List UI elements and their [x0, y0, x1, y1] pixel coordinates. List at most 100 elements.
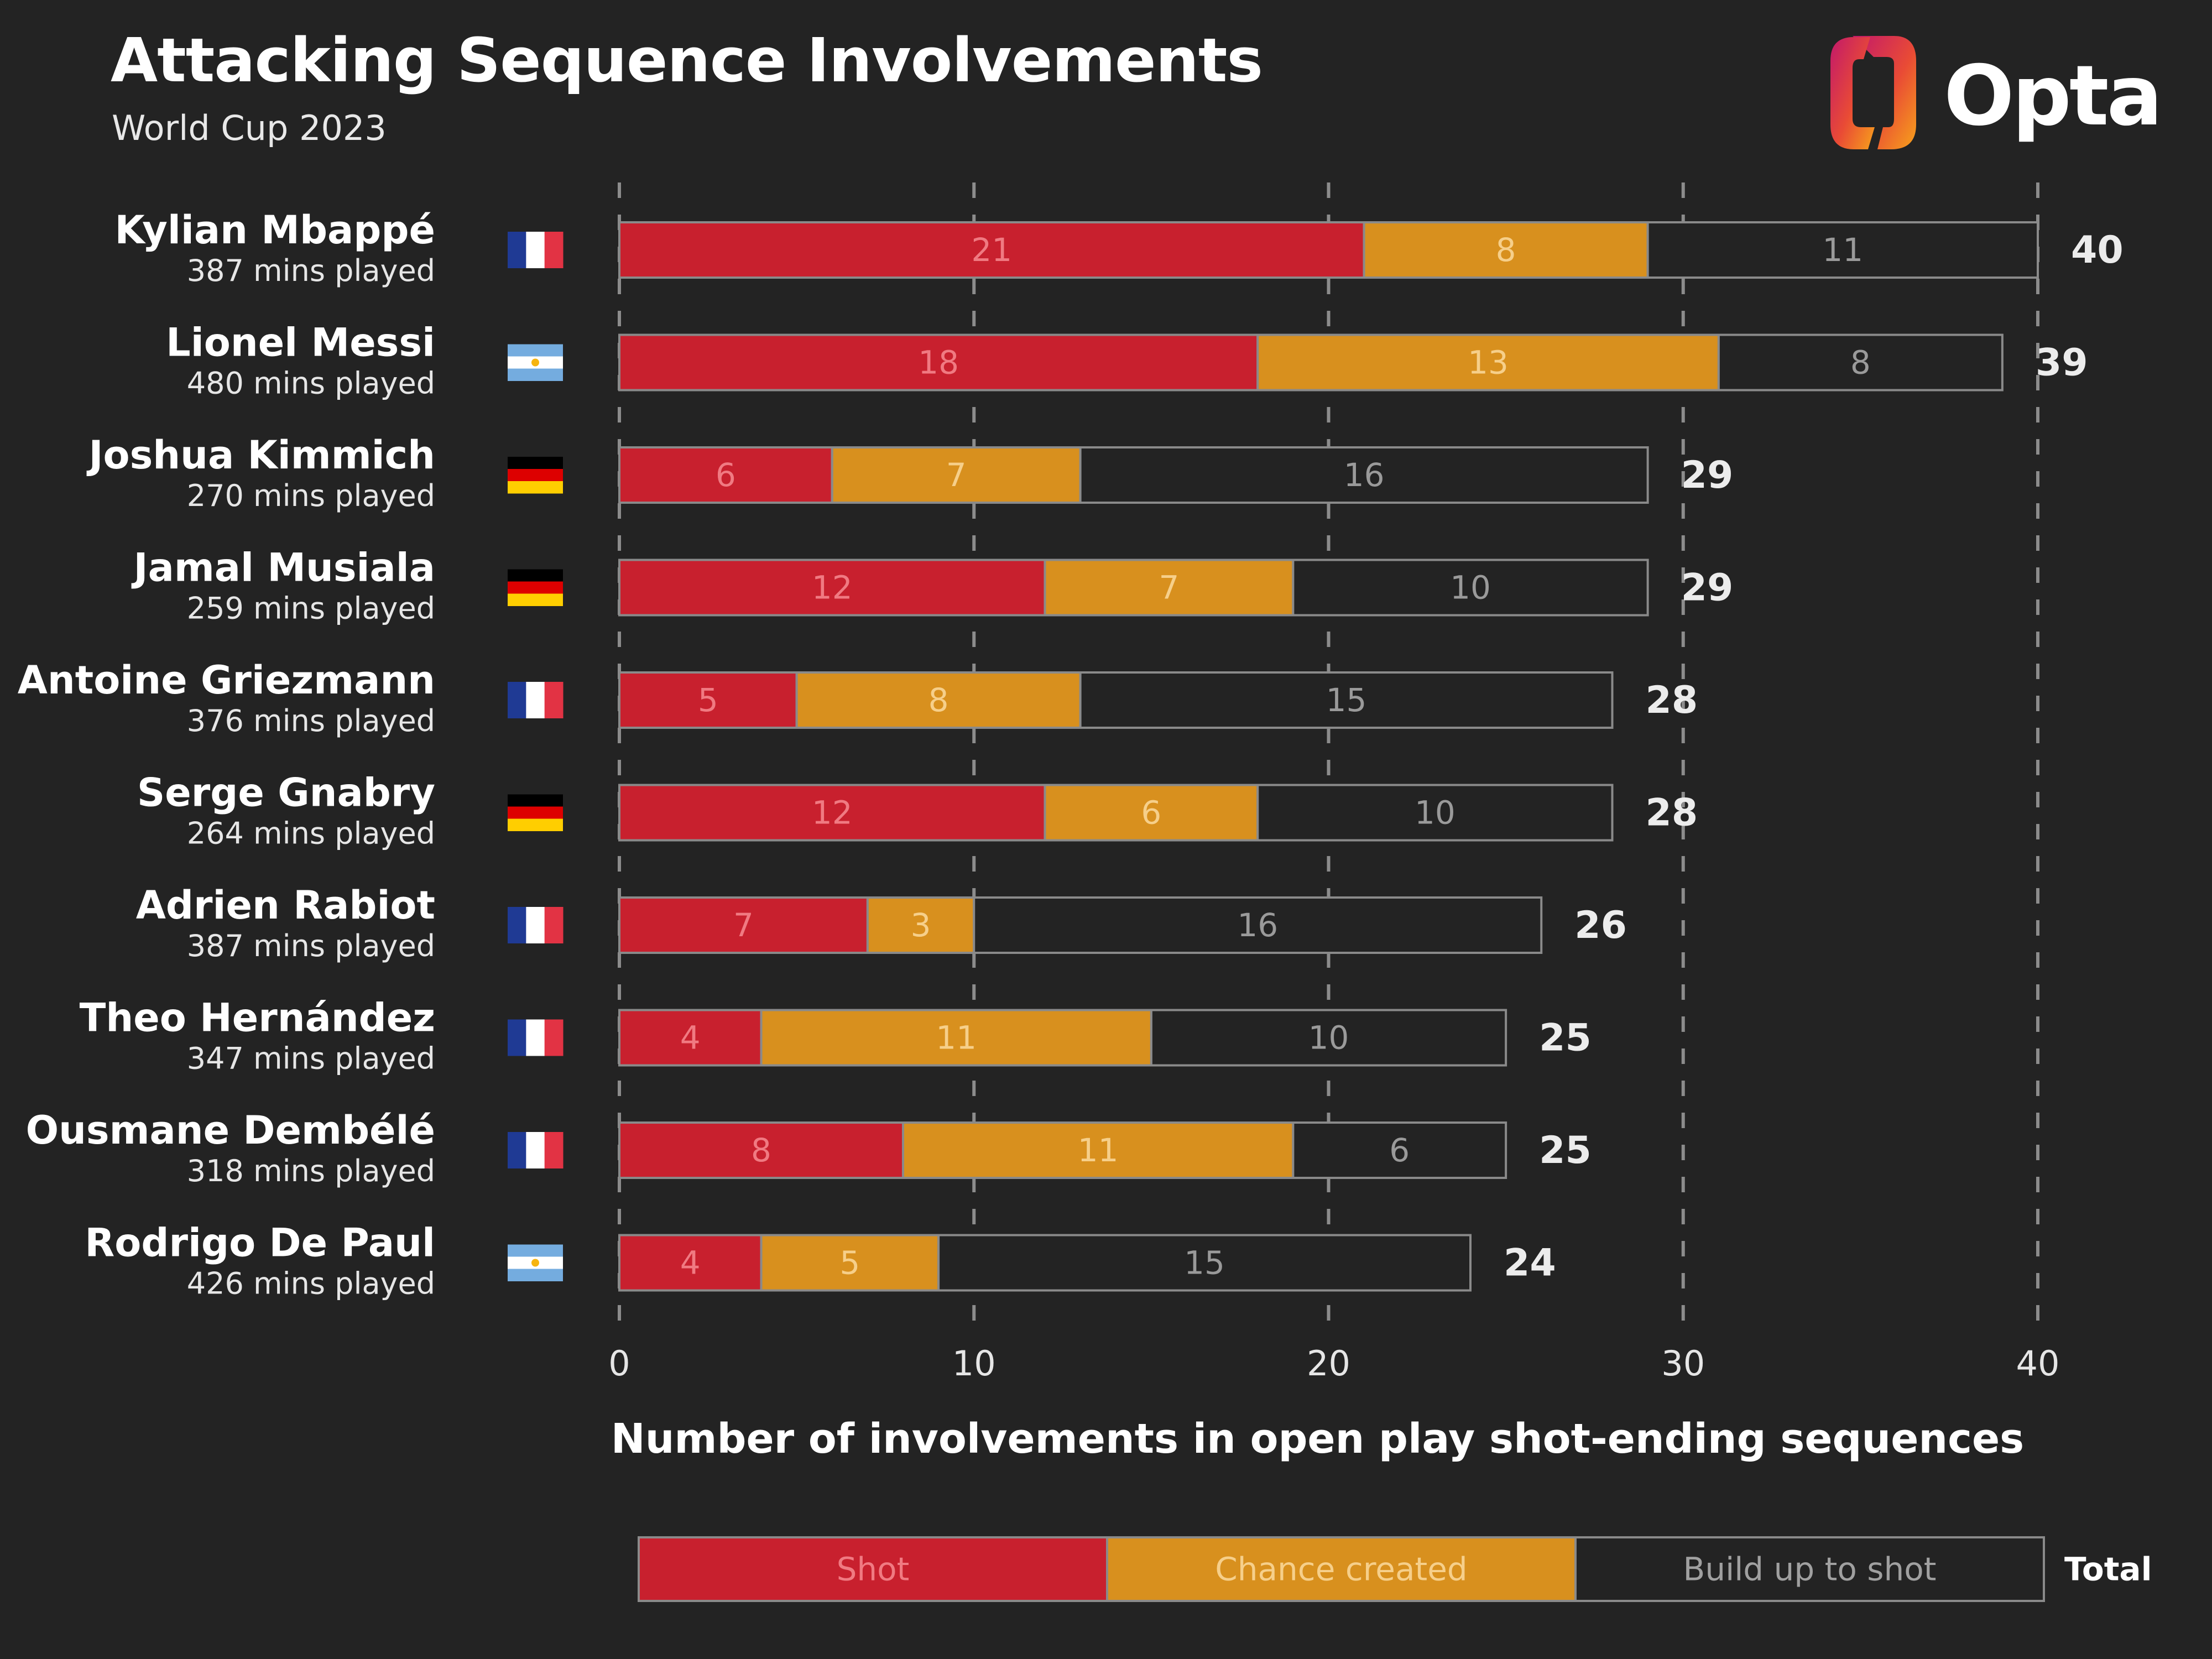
bar-value-label: 18: [918, 344, 959, 382]
bar-value-label: 10: [1450, 569, 1491, 607]
flag-stripe: [508, 806, 563, 819]
flag-stripe: [508, 794, 563, 807]
flag-stripe: [526, 232, 545, 268]
bar-segment-shot: [618, 446, 833, 504]
flag-stripe: [508, 682, 526, 718]
flag-stripe: [544, 1132, 564, 1168]
player-name: Joshua Kimmich: [86, 432, 435, 478]
bar-value-label: 4: [680, 1019, 701, 1057]
player-name: Jamal Musiala: [132, 545, 435, 591]
legend-total-label: Total: [2064, 1551, 2152, 1588]
total-label: 26: [1574, 904, 1627, 947]
chart-subtitle: World Cup 2023: [112, 108, 387, 148]
bar-value-label: 13: [1468, 344, 1509, 382]
total-label: 28: [1646, 679, 1698, 722]
bar-value-label: 7: [1159, 569, 1179, 607]
legend-swatch-shot: [638, 1536, 1108, 1602]
legend-label: Shot: [837, 1551, 910, 1588]
total-label: 28: [1646, 791, 1698, 835]
bar-value-label: 12: [812, 794, 853, 832]
bar-segment-chance: [760, 1234, 940, 1292]
flag-stripe: [508, 1019, 526, 1056]
flag-stripe: [508, 907, 526, 943]
player-minutes: 376 mins played: [187, 703, 435, 738]
bar-value-label: 15: [1184, 1244, 1225, 1282]
bar-segment-buildup: [1292, 1121, 1507, 1179]
player-name: Antoine Griezmann: [18, 658, 435, 703]
flag-stripe: [508, 368, 563, 381]
player-minutes: 387 mins played: [187, 253, 435, 288]
player-minutes: 426 mins played: [187, 1266, 435, 1301]
total-label: 29: [1681, 453, 1734, 497]
flag-stripe: [508, 581, 563, 594]
total-label: 25: [1539, 1129, 1592, 1172]
flag-sun: [531, 358, 539, 367]
bar-value-label: 12: [812, 569, 853, 607]
flag-stripe: [508, 232, 526, 268]
player-name: Theo Hernández: [80, 995, 435, 1041]
flag-stripe: [508, 469, 563, 482]
bar-segment-buildup: [1256, 784, 1614, 842]
chart-title: Attacking Sequence Involvements: [111, 25, 1263, 96]
bar-value-label: 8: [751, 1131, 771, 1169]
bar-segment-buildup: [1150, 1009, 1507, 1067]
flag-stripe: [508, 818, 563, 831]
bar-segment-buildup: [1292, 559, 1649, 617]
bar-value-label: 4: [680, 1244, 701, 1282]
player-minutes: 270 mins played: [187, 478, 435, 513]
bar-segment-shot: [618, 221, 1365, 279]
bar-value-label: 10: [1308, 1019, 1349, 1057]
player-minutes: 347 mins played: [187, 1041, 435, 1076]
bar-value-label: 7: [733, 906, 754, 944]
x-tick-label: 20: [1307, 1343, 1350, 1384]
bar-value-label: 6: [716, 456, 736, 494]
bar-segment-chance: [902, 1121, 1295, 1179]
bar-value-label: 3: [911, 906, 931, 944]
flag-sun: [531, 1259, 539, 1267]
legend-label: Chance created: [1215, 1551, 1468, 1588]
flag-stripe: [508, 1269, 563, 1281]
total-label: 24: [1504, 1241, 1556, 1285]
flag-stripe: [508, 1244, 563, 1257]
flag-stripe: [508, 481, 563, 494]
bar-segment-chance: [1044, 784, 1259, 842]
flag-stripe: [508, 593, 563, 606]
player-minutes: 318 mins played: [187, 1154, 435, 1188]
bar-segment-chance: [795, 671, 1082, 729]
bar-segment-shot: [618, 1009, 763, 1067]
bar-value-label: 5: [839, 1244, 860, 1282]
bar-segment-chance: [831, 446, 1082, 504]
legend-swatch-chance: [1106, 1536, 1577, 1602]
player-name: Adrien Rabiot: [136, 883, 435, 928]
player-name: Lionel Messi: [166, 320, 435, 366]
bar-value-label: 10: [1415, 794, 1455, 832]
flag-stripe: [544, 232, 564, 268]
bar-segment-shot: [618, 671, 798, 729]
flag-stripe: [526, 682, 545, 718]
opta-logo-icon: [1830, 36, 1916, 149]
player-minutes: 259 mins played: [187, 591, 435, 626]
bar-segment-shot: [618, 1121, 904, 1179]
opta-logo-text: Opta: [1944, 48, 2163, 144]
bar-segment-buildup: [1079, 671, 1614, 729]
bar-value-label: 15: [1326, 681, 1367, 719]
bar-value-label: 8: [1850, 344, 1871, 382]
total-label: 39: [2036, 341, 2088, 385]
player-minutes: 387 mins played: [187, 928, 435, 963]
player-minutes: 480 mins played: [187, 366, 435, 401]
x-axis-label: Number of involvements in open play shot…: [611, 1415, 2024, 1463]
bar-segment-buildup: [973, 896, 1543, 954]
x-tick-label: 10: [952, 1343, 996, 1384]
bar-value-label: 8: [928, 681, 949, 719]
total-label: 25: [1539, 1016, 1592, 1060]
flag-stripe: [508, 1132, 526, 1168]
bar-value-label: 16: [1237, 906, 1278, 944]
flag-stripe: [526, 1019, 545, 1056]
flag-stripe: [544, 907, 564, 943]
bar-segment-buildup: [1079, 446, 1649, 504]
bar-value-label: 11: [1078, 1131, 1119, 1169]
bar-segment-shot: [618, 784, 1046, 842]
bar-segment-chance: [1256, 333, 1720, 392]
